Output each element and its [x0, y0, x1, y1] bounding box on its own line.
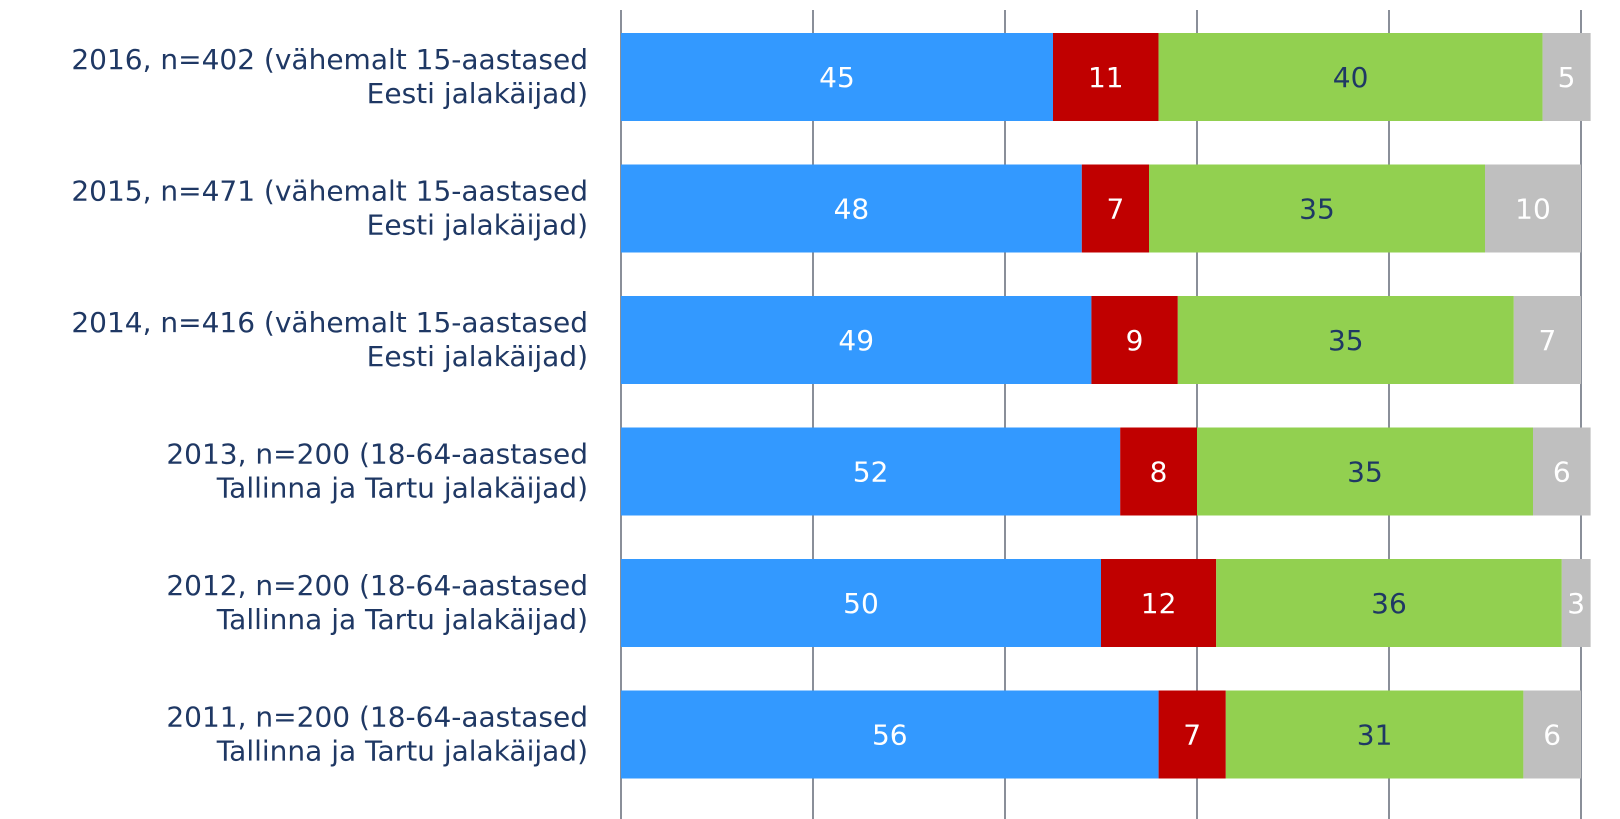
data-label: 35: [1347, 456, 1383, 489]
bar-segment: [1053, 33, 1159, 121]
category-label: Tallinna ja Tartu jalakäijad): [216, 603, 588, 636]
data-label: 40: [1333, 61, 1369, 94]
data-label: 56: [872, 719, 908, 752]
bar-segment: [621, 559, 1101, 647]
data-label: 45: [819, 61, 855, 94]
bar-segment: [1197, 427, 1533, 516]
category-label: 2013, n=200 (18-64-aastased: [166, 438, 588, 471]
bar-segment: [621, 164, 1082, 253]
data-label: 49: [838, 324, 874, 357]
data-label: 31: [1357, 719, 1393, 752]
bar-segment: [1561, 559, 1591, 647]
data-label: 8: [1150, 456, 1168, 489]
bar-segment: [621, 690, 1159, 779]
category-label: Eesti jalakäijad): [367, 209, 588, 242]
bar-segment: [1523, 690, 1581, 779]
bar-segment: [1149, 164, 1485, 253]
bar-segment: [1158, 33, 1543, 121]
bar-segment: [1177, 296, 1514, 384]
gridlines: [620, 10, 1582, 819]
category-label: Tallinna ja Tartu jalakäijad): [216, 735, 588, 768]
data-label: 7: [1538, 324, 1556, 357]
data-label: 36: [1371, 587, 1407, 620]
category-label: 2016, n=402 (vähemalt 15-aastased: [71, 43, 588, 76]
bar-segment: [1091, 296, 1178, 384]
bar-segment: [1542, 33, 1591, 121]
category-label: 2015, n=471 (vähemalt 15-aastased: [71, 175, 588, 208]
data-label: 7: [1183, 719, 1201, 752]
bar-segment: [1120, 427, 1197, 516]
data-label: 6: [1543, 719, 1561, 752]
data-label: 35: [1328, 324, 1364, 357]
category-label: 2012, n=200 (18-64-aastased: [166, 569, 588, 602]
bar-segment: [621, 427, 1121, 516]
data-label: 9: [1126, 324, 1144, 357]
data-label: 7: [1106, 193, 1124, 226]
data-label: 12: [1141, 587, 1177, 620]
data-label: 48: [834, 193, 870, 226]
bar-segment: [1533, 427, 1591, 516]
data-label: 5: [1558, 61, 1576, 94]
bar-segment: [1101, 559, 1217, 647]
category-label: Eesti jalakäijad): [367, 340, 588, 373]
category-label: 2014, n=416 (vähemalt 15-aastased: [71, 306, 588, 339]
data-label: 52: [853, 456, 889, 489]
bar-segment: [1216, 559, 1562, 647]
category-label: Eesti jalakäijad): [367, 77, 588, 110]
category-label: 2011, n=200 (18-64-aastased: [166, 701, 588, 734]
data-label: 50: [843, 587, 879, 620]
data-label: 10: [1515, 193, 1551, 226]
data-label: 6: [1553, 456, 1571, 489]
bar-segment: [1158, 690, 1226, 779]
data-label: 11: [1088, 61, 1124, 94]
bar-segment: [1513, 296, 1581, 384]
bar-segment: [1485, 164, 1581, 253]
bar-segment: [621, 33, 1053, 121]
data-label: 35: [1299, 193, 1335, 226]
data-label: 3: [1567, 587, 1585, 620]
bar-segment: [1225, 690, 1524, 779]
bar-segment: [1081, 164, 1149, 253]
bar-segment: [621, 296, 1092, 384]
category-label: Tallinna ja Tartu jalakäijad): [216, 472, 588, 505]
